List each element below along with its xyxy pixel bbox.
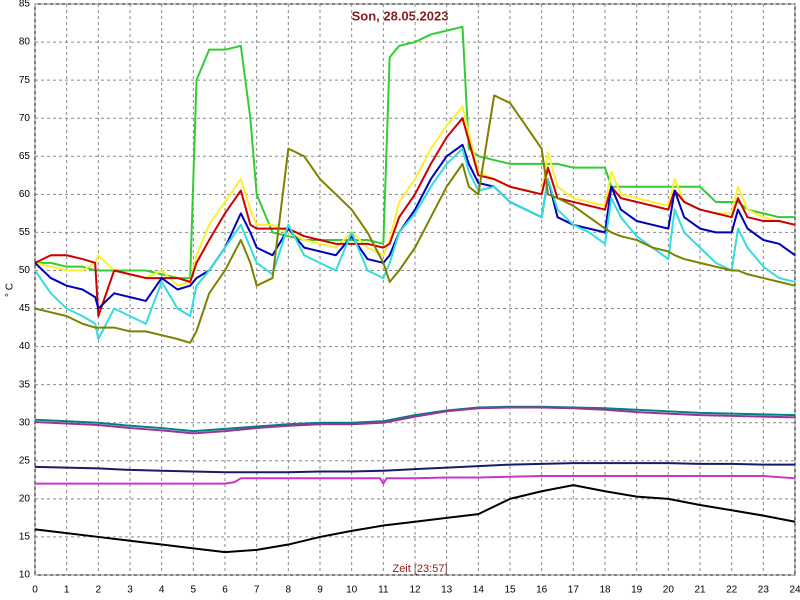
y-tick-label: 55	[19, 227, 31, 238]
x-tick-label: 10	[346, 585, 358, 596]
x-axis-label: Zeit [23:57]	[392, 563, 447, 575]
x-tick-label: 14	[473, 585, 485, 596]
series-line	[34, 406, 796, 435]
x-tick-label: 21	[694, 585, 706, 596]
x-tick-label: 1	[64, 585, 70, 596]
y-tick-label: 40	[19, 341, 31, 352]
x-tick-label: 4	[159, 585, 165, 596]
x-tick-label: 18	[599, 585, 611, 596]
x-tick-label: 9	[317, 585, 323, 596]
series-line	[34, 143, 796, 310]
x-tick-label: 12	[409, 585, 421, 596]
y-tick-label: 80	[19, 37, 31, 48]
x-tick-label: 16	[536, 585, 548, 596]
y-tick-label: 65	[19, 151, 31, 162]
y-tick-label: 30	[19, 417, 31, 428]
y-tick-label: 35	[19, 379, 31, 390]
x-tick-label: 7	[254, 585, 260, 596]
x-tick-label: 2	[96, 585, 102, 596]
x-tick-label: 6	[222, 585, 228, 596]
x-tick-label: 22	[726, 585, 738, 596]
x-tick-label: 15	[504, 585, 516, 596]
x-tick-label: 17	[568, 585, 580, 596]
series-line	[35, 475, 796, 485]
x-tick-label: 5	[191, 585, 197, 596]
x-tick-label: 0	[32, 585, 38, 596]
series-line	[34, 405, 796, 433]
series-line	[34, 117, 796, 318]
series-line	[35, 25, 795, 280]
series-line	[34, 147, 796, 340]
x-tick-label: 19	[631, 585, 643, 596]
y-tick-label: 15	[19, 532, 31, 543]
y-tick-label: 45	[19, 303, 31, 314]
series-line	[34, 484, 796, 554]
series-line	[34, 462, 795, 474]
x-tick-label: 20	[663, 585, 675, 596]
y-tick-label: 25	[19, 455, 31, 466]
y-tick-label: 60	[19, 189, 31, 200]
x-tick-label: 23	[758, 585, 770, 596]
y-axis-label: ° C	[5, 283, 16, 297]
x-tick-label: 11	[378, 585, 389, 596]
x-tick-label: 13	[441, 585, 453, 596]
x-tick-label: 24	[789, 585, 800, 596]
chart-title: Son, 28.05.2023	[352, 8, 449, 23]
y-tick-label: 85	[19, 0, 31, 10]
y-tick-label: 10	[19, 570, 31, 581]
y-tick-label: 75	[19, 75, 31, 86]
x-tick-label: 3	[127, 585, 133, 596]
y-tick-label: 50	[19, 265, 31, 276]
series-line	[34, 94, 796, 344]
y-tick-label: 20	[19, 494, 31, 505]
y-tick-label: 70	[19, 113, 31, 124]
x-tick-label: 8	[286, 585, 292, 596]
